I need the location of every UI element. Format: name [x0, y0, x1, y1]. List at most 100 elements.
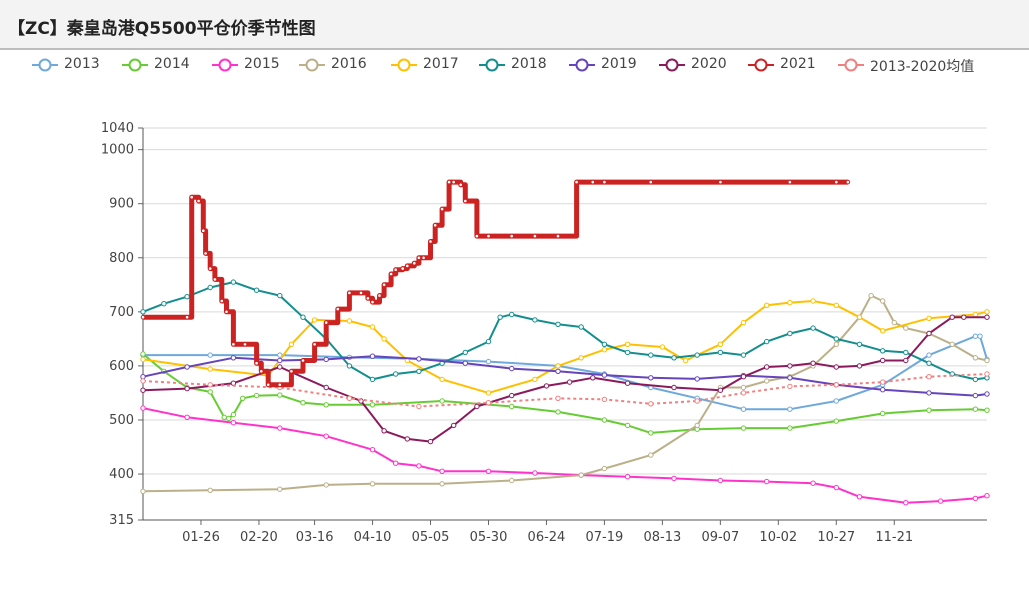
- data-point: [880, 410, 886, 417]
- data-point: [300, 400, 306, 406]
- data-point: [219, 298, 225, 304]
- data-point: [486, 233, 491, 239]
- data-point: [972, 311, 979, 318]
- x-tick-label: 05-05: [412, 530, 450, 545]
- data-point: [555, 395, 561, 401]
- data-point: [446, 179, 452, 185]
- data-point: [787, 330, 793, 337]
- data-point: [485, 338, 492, 345]
- data-point: [224, 309, 229, 315]
- data-point: [833, 382, 839, 388]
- data-point: [984, 309, 990, 315]
- data-point: [140, 356, 146, 363]
- data-point: [203, 251, 208, 256]
- legend-marker-icon: [838, 58, 864, 72]
- x-tick-label: 08-13: [643, 530, 681, 545]
- data-point: [458, 182, 464, 188]
- data-point: [949, 314, 955, 320]
- data-point: [207, 389, 213, 395]
- data-point: [926, 352, 932, 358]
- data-point: [833, 341, 839, 347]
- data-point: [555, 409, 561, 415]
- legend-label: 2017: [423, 56, 459, 72]
- data-point: [509, 403, 515, 410]
- data-point: [740, 384, 747, 391]
- data-point: [972, 495, 979, 502]
- data-point: [277, 357, 283, 364]
- data-point: [412, 260, 417, 266]
- data-point: [140, 314, 146, 320]
- data-point: [880, 328, 886, 334]
- series-2014: [140, 351, 990, 436]
- data-point: [543, 383, 550, 389]
- data-point: [140, 378, 146, 384]
- data-point: [347, 290, 352, 296]
- data-point: [694, 422, 700, 429]
- data-point: [984, 371, 990, 377]
- data-point: [404, 436, 410, 442]
- data-point: [787, 375, 793, 381]
- legend-marker-icon: [299, 58, 325, 72]
- legend-label: 2014: [154, 56, 190, 72]
- data-point: [346, 363, 353, 369]
- data-point: [868, 292, 874, 299]
- data-point: [196, 198, 201, 204]
- series-line: [143, 335, 988, 411]
- data-point: [659, 344, 666, 350]
- data-point: [189, 194, 194, 200]
- data-point: [509, 233, 515, 239]
- data-point: [300, 314, 306, 320]
- data-point: [405, 263, 410, 269]
- data-point: [764, 478, 770, 485]
- data-point: [648, 430, 654, 436]
- data-point: [462, 349, 468, 356]
- x-tick-label: 09-07: [701, 530, 739, 545]
- data-point: [221, 414, 227, 420]
- data-point: [416, 255, 422, 261]
- series-line: [142, 373, 988, 408]
- data-point: [277, 392, 283, 398]
- data-point: [891, 319, 897, 326]
- x-tick-label: 07-19: [586, 530, 624, 545]
- data-point: [509, 311, 515, 318]
- data-point: [833, 418, 839, 424]
- data-point: [184, 364, 190, 370]
- data-point: [532, 376, 538, 383]
- data-point: [810, 360, 816, 366]
- data-point: [671, 355, 677, 361]
- data-point: [810, 298, 816, 304]
- data-point: [485, 390, 492, 396]
- data-point: [532, 233, 538, 239]
- data-point: [207, 352, 213, 358]
- data-point: [717, 341, 724, 347]
- data-point: [977, 333, 983, 339]
- legend-marker-icon: [479, 58, 505, 72]
- data-point: [140, 351, 146, 357]
- data-point: [207, 284, 213, 291]
- data-point: [393, 371, 399, 377]
- data-point: [230, 411, 237, 418]
- data-point: [787, 383, 793, 390]
- series-2016: [140, 292, 990, 494]
- data-point: [834, 179, 839, 185]
- data-point: [648, 401, 654, 407]
- legend-marker-icon: [212, 58, 238, 72]
- data-point: [787, 299, 793, 306]
- data-point: [416, 356, 422, 362]
- data-point: [856, 494, 863, 500]
- data-point: [311, 317, 318, 323]
- data-point: [230, 355, 237, 361]
- data-point: [226, 415, 232, 422]
- data-point: [323, 482, 329, 488]
- legend-marker-icon: [32, 58, 58, 72]
- data-point: [277, 364, 283, 370]
- data-point: [903, 349, 909, 356]
- data-point: [485, 400, 492, 406]
- legend-label: 2019: [601, 56, 637, 72]
- data-point: [578, 355, 584, 361]
- data-point: [323, 433, 329, 439]
- data-point: [358, 290, 364, 296]
- data-point: [259, 369, 264, 374]
- data-point: [207, 266, 213, 271]
- data-point: [590, 375, 596, 381]
